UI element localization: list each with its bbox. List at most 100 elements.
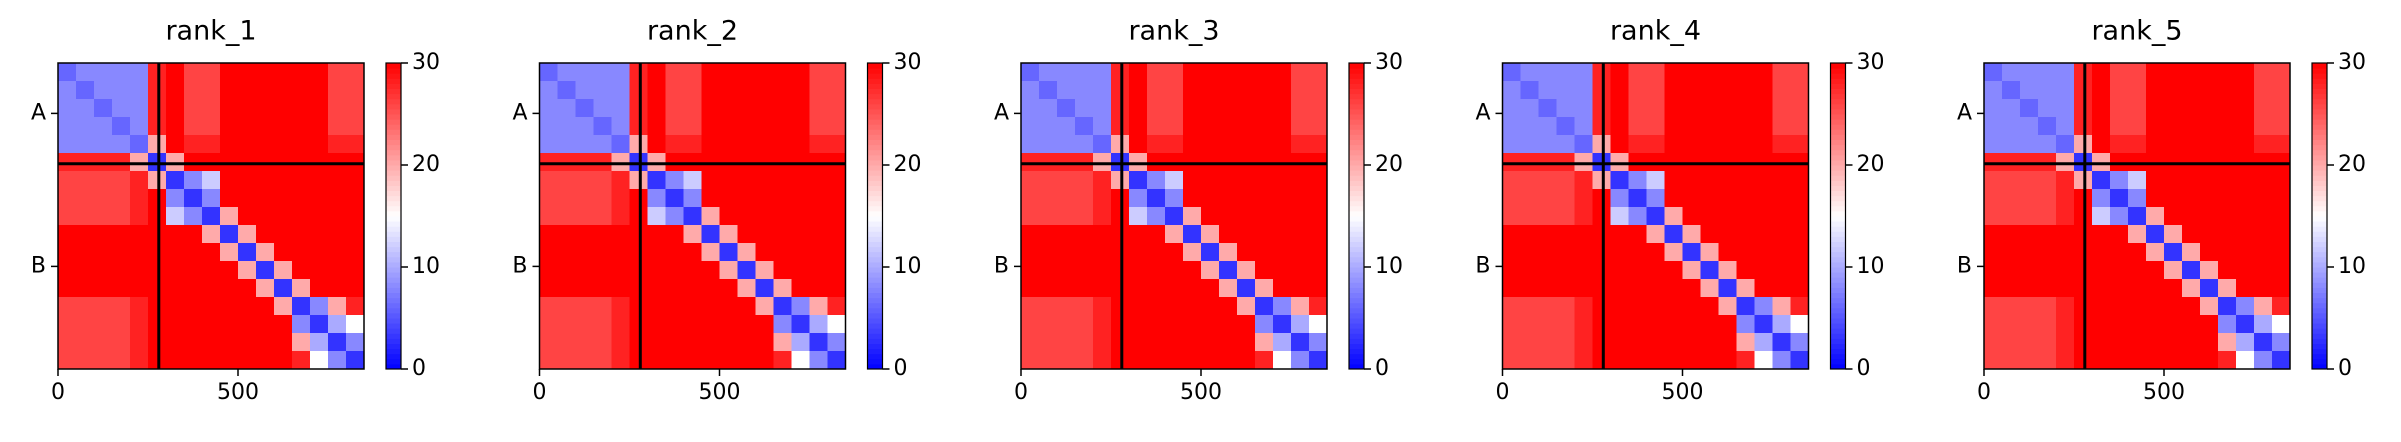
colorbar-segment: [2312, 83, 2327, 89]
heatmap-cell: [1201, 135, 1220, 154]
colorbar-segment: [386, 93, 401, 100]
heatmap-cell: [539, 153, 558, 172]
heatmap-cell: [202, 279, 221, 298]
colorbar-segment: [867, 98, 883, 105]
heatmap-cell: [539, 225, 558, 244]
heatmap-cell: [2254, 261, 2273, 280]
colorbar-segment: [1830, 195, 1846, 202]
heatmap-cell: [2218, 333, 2237, 352]
heatmap-cell: [202, 189, 221, 208]
heatmap-cell: [1255, 243, 1274, 262]
heatmap-cell: [1039, 243, 1058, 262]
colorbar-segment: [2312, 180, 2327, 186]
heatmap-cell: [1790, 351, 1809, 370]
heatmap-cell: [1592, 117, 1611, 136]
heatmap-cell: [1075, 333, 1094, 352]
colorbar-segment: [1349, 190, 1364, 197]
heatmap-cell: [701, 261, 720, 280]
heatmap-cell: [2218, 261, 2237, 280]
heatmap-cell: [1736, 279, 1755, 298]
heatmap-cell: [94, 135, 113, 154]
colorbar-segment: [867, 210, 883, 217]
heatmap-cell: [593, 351, 612, 370]
heatmap-cell: [76, 315, 95, 334]
heatmap-cell: [1646, 135, 1665, 154]
heatmap-cell: [773, 279, 792, 298]
heatmap-cell: [220, 297, 239, 316]
colorbar-segment: [1349, 323, 1364, 329]
heatmap-cell: [1237, 63, 1256, 82]
heatmap-cell: [1129, 207, 1148, 226]
heatmap-cell: [575, 243, 594, 262]
heatmap-cell: [292, 135, 311, 154]
colorbar-segment: [1349, 348, 1364, 355]
heatmap-cell: [2092, 279, 2111, 298]
heatmap-cell: [76, 189, 95, 208]
heatmap-cell: [629, 333, 648, 352]
heatmap-cell: [274, 315, 293, 334]
heatmap-cell: [1610, 63, 1629, 82]
heatmap-cell: [2182, 135, 2201, 154]
heatmap-cell: [2182, 99, 2201, 118]
heatmap-cell: [2182, 297, 2201, 316]
colorbar-segment: [867, 231, 883, 237]
heatmap-cell: [2254, 315, 2273, 334]
heatmap-cell: [58, 99, 77, 118]
colorbar-segment: [1349, 221, 1364, 227]
heatmap-cell: [1556, 225, 1575, 244]
heatmap-cell: [629, 117, 648, 136]
heatmap-cell: [112, 351, 131, 370]
heatmap-cell: [94, 225, 113, 244]
heatmap-cell: [2020, 189, 2039, 208]
colorbar-tick-label: 10: [412, 254, 440, 279]
colorbar-segment: [867, 129, 883, 135]
heatmap-cell: [1574, 225, 1593, 244]
colorbar-segment: [867, 63, 883, 69]
heatmap-cell: [665, 63, 684, 82]
colorbar-segment: [867, 348, 883, 355]
colorbar-segment: [1830, 261, 1846, 268]
heatmap-cell: [791, 351, 810, 370]
heatmap-cell: [2092, 135, 2111, 154]
heatmap-cell: [130, 261, 149, 280]
colorbar-segment: [1349, 216, 1364, 222]
heatmap-cell: [2254, 333, 2273, 352]
heatmap-cell: [220, 261, 239, 280]
heatmap-cell: [539, 171, 558, 190]
colorbar-segment: [2312, 226, 2327, 232]
colorbar-segment: [1830, 159, 1846, 166]
heatmap-cell: [1556, 63, 1575, 82]
heatmap-cell: [148, 81, 167, 100]
heatmap-cell: [2218, 189, 2237, 208]
colorbar-segment: [867, 190, 883, 197]
heatmap-cell: [629, 279, 648, 298]
heatmap-cell: [2038, 189, 2057, 208]
heatmap-cell: [1273, 351, 1292, 370]
heatmap-cell: [1273, 333, 1292, 352]
heatmap-cell: [2164, 99, 2183, 118]
heatmap-cell: [1664, 81, 1683, 100]
colorbar-segment: [386, 180, 401, 186]
heatmap-cell: [1075, 243, 1094, 262]
heatmap-cell: [1111, 135, 1130, 154]
heatmap-cell: [1628, 171, 1647, 190]
heatmap-cell: [130, 99, 149, 118]
heatmap-cell: [1201, 189, 1220, 208]
heatmap-cell: [274, 279, 293, 298]
heatmap-cell: [629, 99, 648, 118]
heatmap-cell: [346, 117, 365, 136]
heatmap-cell: [292, 261, 311, 280]
heatmap-cell: [1147, 297, 1166, 316]
heatmap-cell: [2128, 207, 2147, 226]
heatmap-cell: [1147, 135, 1166, 154]
heatmap-cell: [557, 207, 576, 226]
heatmap-cell: [2128, 279, 2147, 298]
heatmap-cell: [683, 63, 702, 82]
heatmap-cell: [1291, 63, 1310, 82]
heatmap-cell: [1021, 207, 1040, 226]
heatmap-cell: [611, 225, 630, 244]
heatmap-cell: [1183, 99, 1202, 118]
heatmap-cell: [755, 117, 774, 136]
heatmap-cell: [166, 81, 185, 100]
heatmap-cell: [1790, 315, 1809, 334]
